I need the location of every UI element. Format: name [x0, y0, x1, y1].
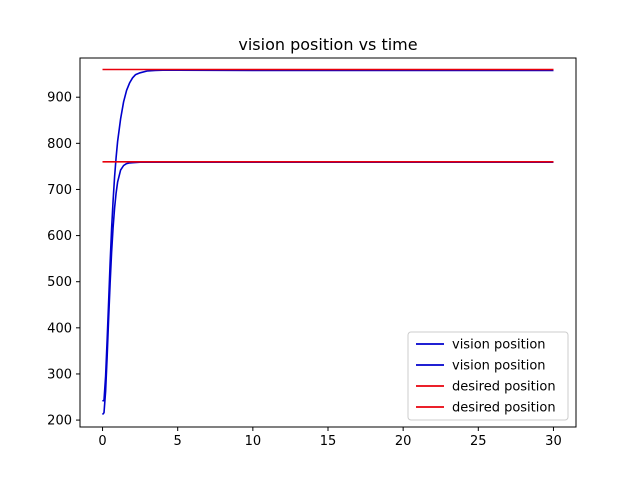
series-layer — [101, 68, 554, 416]
y-tick-label: 700 — [47, 183, 72, 198]
x-axis: 0 5 10 15 20 25 30 — [98, 427, 562, 449]
legend: vision position vision position desired po… — [407, 331, 569, 421]
x-tick-label: 15 — [320, 434, 337, 449]
x-tick-label: 10 — [245, 434, 262, 449]
x-tick-label: 30 — [545, 434, 562, 449]
y-tick-label: 600 — [47, 229, 72, 244]
y-tick-label: 500 — [47, 275, 72, 290]
y-tick-label: 900 — [47, 91, 72, 106]
x-tick-label: 0 — [98, 434, 106, 449]
legend-label: vision position — [452, 359, 546, 374]
y-tick-label: 400 — [47, 321, 72, 336]
legend-box — [407, 331, 569, 421]
legend-label: vision position — [452, 338, 546, 353]
y-axis: 200 300 400 500 600 700 800 900 — [47, 91, 80, 429]
legend-label: desired position — [452, 380, 556, 395]
series-line-2 — [102, 69, 554, 402]
x-tick-label: 5 — [174, 434, 182, 449]
y-tick-label: 300 — [47, 367, 72, 382]
y-tick-label: 800 — [47, 137, 72, 152]
chart-title: vision position vs time — [238, 35, 417, 54]
legend-label: desired position — [452, 401, 556, 416]
y-tick-label: 200 — [47, 414, 72, 429]
x-tick-label: 25 — [470, 434, 487, 449]
x-tick-label: 20 — [395, 434, 412, 449]
